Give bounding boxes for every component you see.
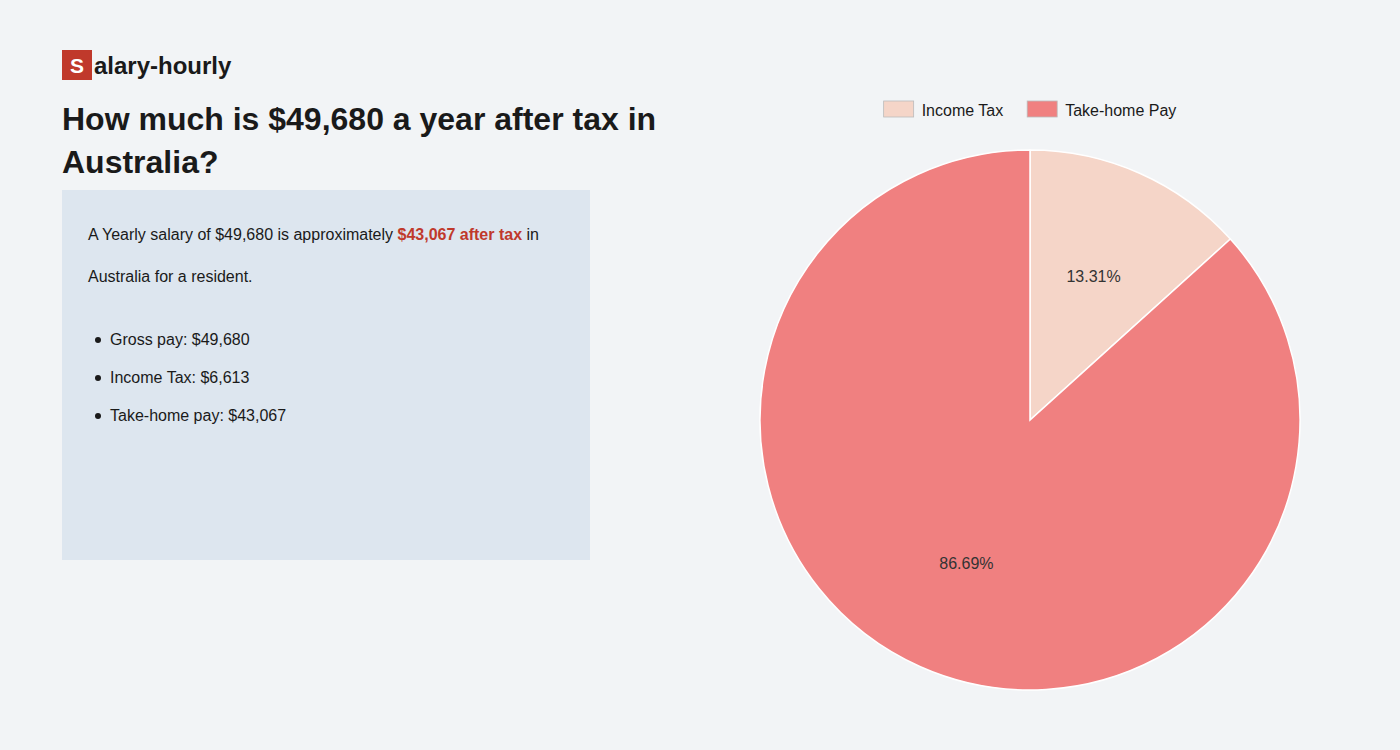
data-label: 86.69% [939, 555, 993, 572]
info-box: A Yearly salary of $49,680 is approximat… [62, 190, 590, 560]
legend-swatch [1027, 101, 1057, 117]
info-box-bg [62, 190, 590, 560]
bullet [95, 337, 101, 343]
logo: Salary-hourly [62, 50, 232, 80]
info-text: A Yearly salary of $49,680 is approximat… [88, 226, 398, 243]
background [0, 0, 1400, 750]
pie [760, 150, 1300, 690]
title: How much is $49,680 a year after tax inA… [62, 101, 656, 180]
legend-label: Income Tax [922, 102, 1004, 119]
data-labels: 13.31% 86.69% [939, 268, 1120, 571]
bullet [95, 413, 101, 419]
logo-letter: S [70, 54, 84, 77]
data-label: 13.31% [1066, 268, 1120, 285]
legend: Income Tax Take-home Pay [884, 101, 1177, 119]
legend-label: Take-home Pay [1065, 102, 1176, 119]
info-line: A Yearly salary of $49,680 is approximat… [88, 226, 539, 243]
info-text: Australia for a resident. [88, 268, 253, 285]
legend-swatch [884, 101, 914, 117]
page: Salary-hourly How much is $49,680 a year … [0, 0, 1400, 750]
logo-text: alary-hourly [94, 52, 232, 79]
legend-item: Income Tax [884, 101, 1004, 119]
bullet [95, 375, 101, 381]
bullet-text: Income Tax: $6,613 [110, 369, 249, 386]
logo-box [62, 50, 92, 80]
legend-item: Take-home Pay [1027, 101, 1176, 119]
info-text: in [522, 226, 539, 243]
bullet-text: Take-home pay: $43,067 [110, 407, 286, 424]
pie-slice [760, 150, 1300, 690]
bullet-text: Gross pay: $49,680 [110, 331, 250, 348]
info-text: $43,067 after tax [398, 226, 523, 243]
